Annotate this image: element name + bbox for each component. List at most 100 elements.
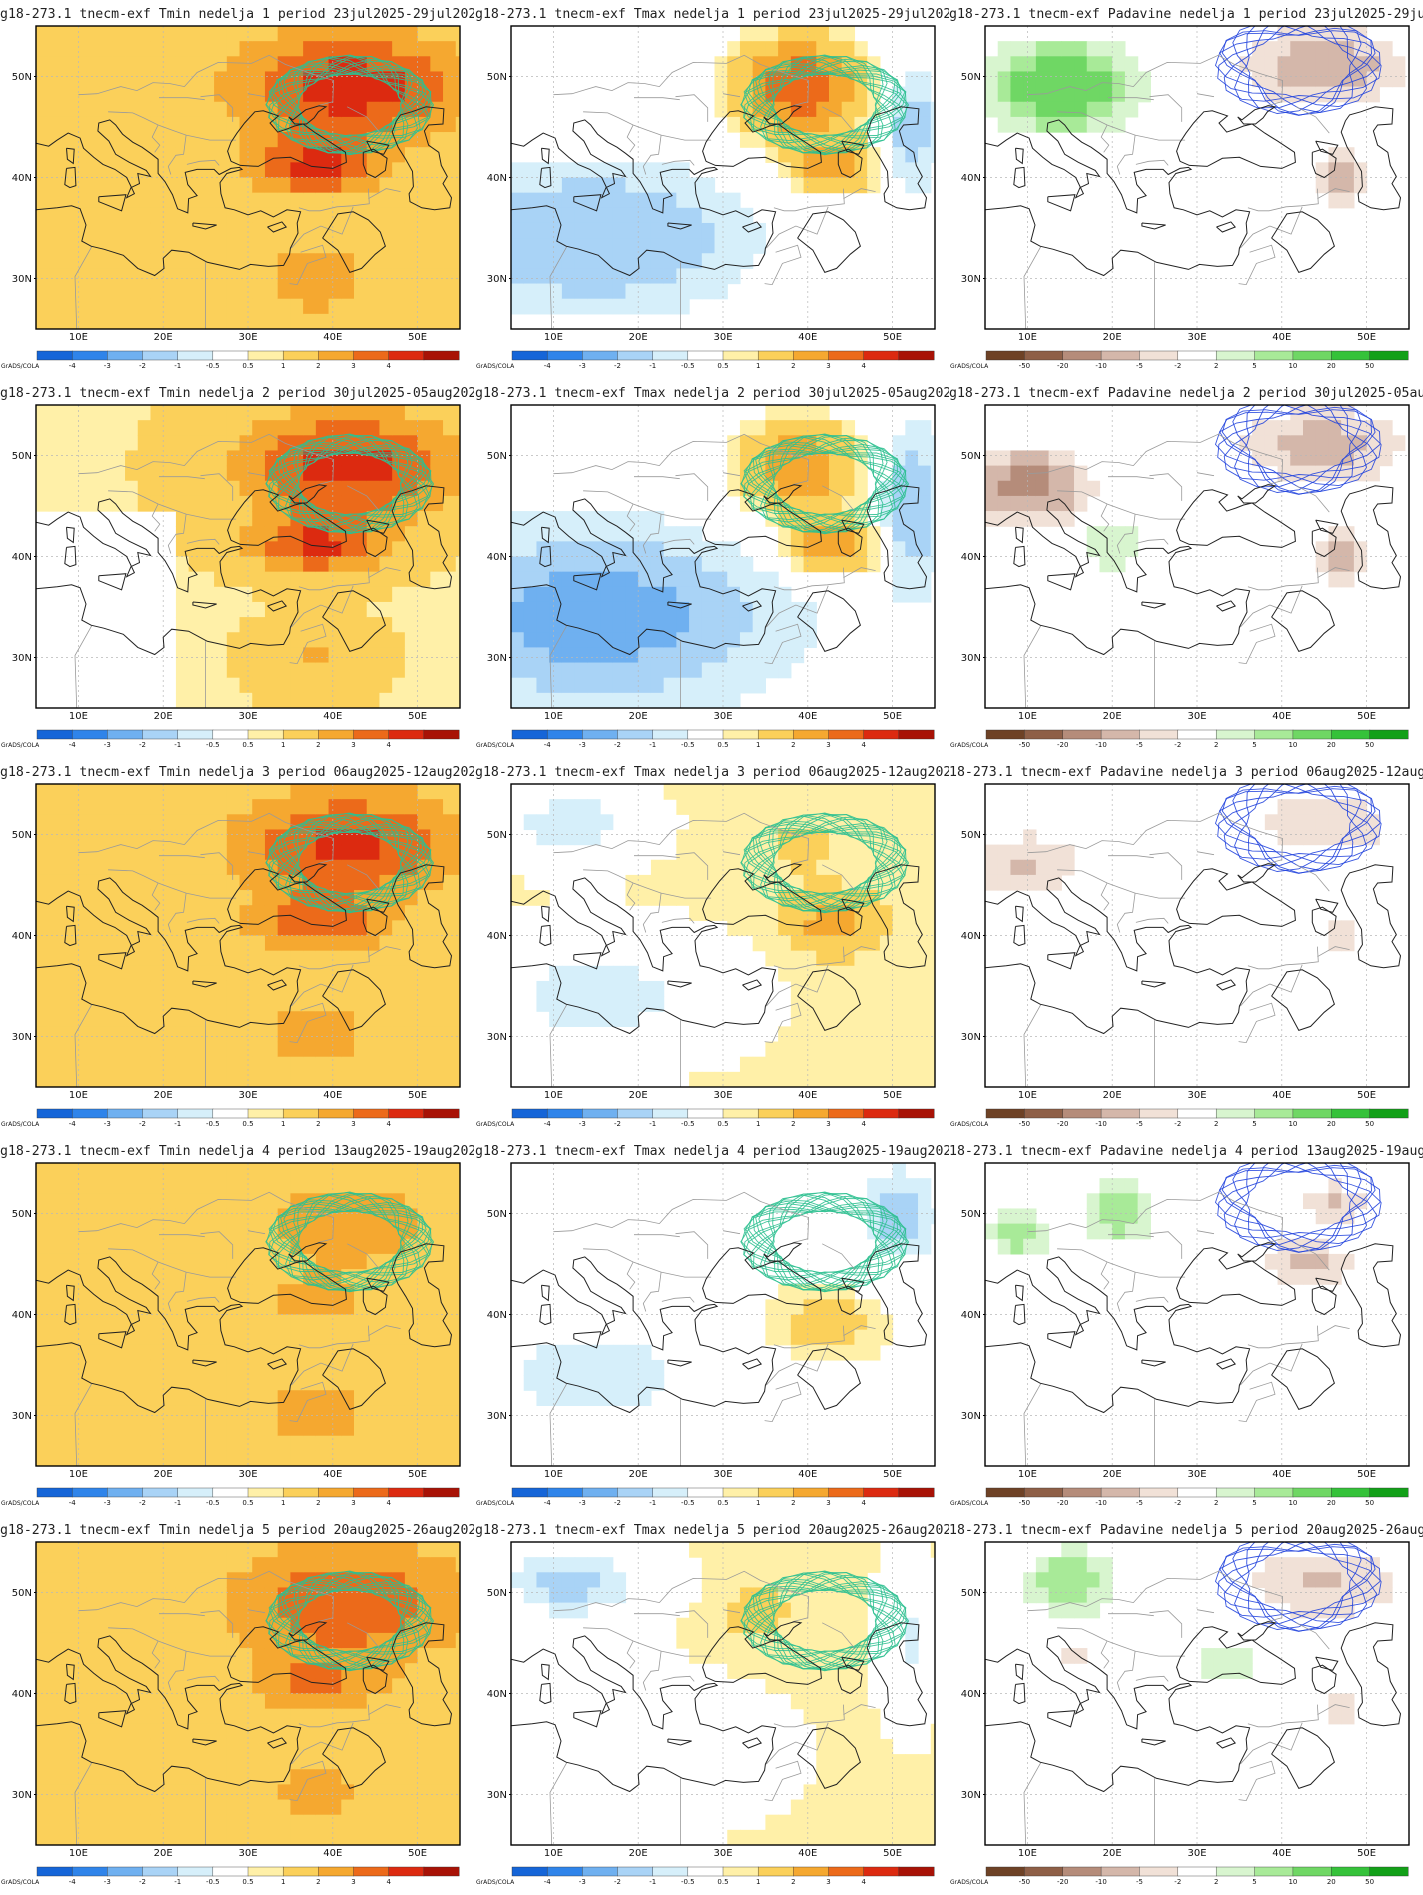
colorbar-swatch: [247, 1487, 284, 1498]
anomaly-cell: [226, 556, 241, 573]
anomaly-cell: [778, 1026, 792, 1043]
anomaly-cell: [328, 465, 342, 482]
anomaly-cell: [625, 571, 639, 588]
anomaly-cell: [714, 692, 728, 708]
anomaly-cell: [714, 799, 728, 815]
anomaly-cell: [455, 1041, 460, 1058]
anomaly-cell: [392, 920, 406, 937]
anomaly-cell: [150, 405, 164, 421]
anomaly-cell: [650, 586, 665, 603]
anomaly-cell: [404, 980, 419, 997]
anomaly-cell: [1379, 71, 1393, 88]
anomaly-cell: [137, 980, 152, 997]
anomaly-cell: [430, 1375, 444, 1391]
coastline: [702, 1247, 822, 1306]
anomaly-cell: [841, 465, 856, 482]
grads-credit: GrADS/COLA: [1, 742, 40, 749]
anomaly-cell: [379, 162, 393, 179]
anomaly-cell: [341, 1041, 355, 1058]
anomaly-cell: [404, 238, 419, 254]
anomaly-cell: [252, 890, 266, 906]
anomaly-cell: [112, 1435, 126, 1452]
anomaly-cell: [879, 784, 894, 800]
anomaly-cell: [125, 1011, 139, 1027]
anomaly-cell: [561, 253, 576, 269]
anomaly-cell: [36, 480, 50, 497]
coastline: [1315, 140, 1339, 155]
anomaly-cell: [252, 1193, 266, 1210]
colorbar-label: 5: [1252, 1120, 1256, 1128]
anomaly-cell: [125, 829, 139, 846]
anomaly-cell: [264, 1299, 279, 1316]
anomaly-cell: [354, 1359, 368, 1376]
anomaly-cell: [277, 1359, 291, 1376]
anomaly-cell: [816, 920, 830, 937]
anomaly-cell: [600, 814, 614, 831]
anomaly-cell: [430, 1041, 444, 1058]
anomaly-cell: [48, 1390, 63, 1406]
anomaly-cell: [366, 1163, 381, 1179]
anomaly-cell: [443, 950, 457, 967]
colorbar-label: 2: [316, 741, 320, 749]
anomaly-cell: [252, 101, 266, 118]
lat-label: 40N: [487, 552, 507, 563]
anomaly-cell: [841, 101, 856, 118]
anomaly-cell: [226, 71, 241, 88]
anomaly-cell: [1112, 1178, 1126, 1194]
anomaly-cell: [252, 844, 266, 861]
anomaly-cell: [392, 799, 406, 815]
anomaly-cell: [99, 935, 113, 952]
anomaly-cell: [1303, 829, 1317, 846]
anomaly-cell: [379, 253, 393, 269]
anomaly-cell: [366, 617, 381, 633]
anomaly-cell: [417, 935, 431, 952]
anomaly-cell: [112, 1420, 126, 1437]
anomaly-cell: [574, 980, 588, 997]
anomaly-cell: [112, 313, 126, 329]
anomaly-cell: [727, 480, 741, 497]
anomaly-cell: [829, 1329, 843, 1346]
anomaly-cell: [74, 450, 88, 467]
country-border: [1149, 852, 1183, 880]
anomaly-cell: [36, 1253, 50, 1270]
lon-label: 20E: [154, 1090, 173, 1101]
lat-label: 30N: [12, 274, 32, 285]
anomaly-cell: [226, 1041, 241, 1058]
anomaly-cell: [574, 662, 588, 679]
anomaly-cell: [366, 162, 381, 179]
anomaly-cell: [1061, 56, 1075, 73]
colorbar-label: -50: [1019, 741, 1030, 749]
anomaly-cell: [366, 1329, 381, 1346]
anomaly-cell: [1099, 556, 1113, 573]
anomaly-cell: [264, 283, 279, 300]
anomaly-cell: [379, 677, 393, 694]
coastline: [573, 1331, 602, 1349]
anomaly-cell: [36, 799, 50, 815]
anomaly-cell: [612, 601, 627, 618]
anomaly-cell: [137, 1163, 152, 1179]
anomaly-cell: [689, 905, 703, 921]
anomaly-cell: [328, 647, 342, 664]
anomaly-cell: [188, 1269, 202, 1285]
anomaly-cell: [430, 784, 444, 800]
anomaly-cell: [879, 1193, 894, 1210]
anomaly-cell: [404, 1193, 419, 1210]
anomaly-cell: [404, 692, 419, 708]
colorbar-label: 1: [756, 362, 760, 370]
colorbar-label: -2: [614, 741, 621, 749]
coastline: [1015, 526, 1024, 544]
anomaly-cell: [404, 207, 419, 224]
anomaly-cell: [137, 420, 152, 436]
anomaly-cell: [752, 617, 766, 633]
anomaly-cell: [455, 1193, 460, 1210]
anomaly-cell: [366, 556, 381, 573]
anomaly-cell: [48, 1238, 63, 1255]
anomaly-cell: [511, 632, 525, 648]
anomaly-cell: [74, 283, 88, 300]
anomaly-cell: [379, 405, 393, 421]
anomaly-cell: [112, 1163, 126, 1179]
anomaly-cell: [379, 647, 393, 664]
anomaly-cell: [201, 571, 215, 588]
contour-line: [285, 814, 433, 906]
anomaly-cell: [188, 647, 202, 664]
